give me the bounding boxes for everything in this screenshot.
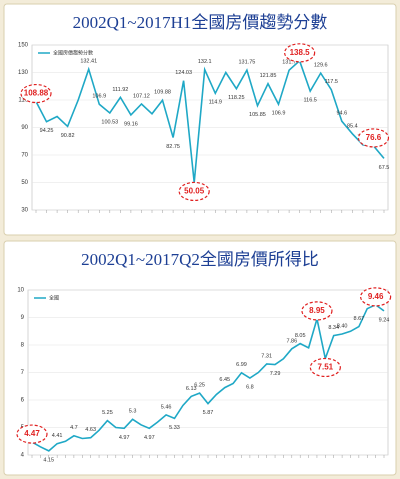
panel [3, 240, 397, 476]
data-label: 131.7 [282, 60, 296, 66]
highlight-circle [178, 181, 210, 202]
data-label: 76.6 [366, 133, 382, 142]
data-label: 4.47 [24, 429, 40, 438]
data-label: 82.75 [166, 144, 180, 150]
data-label: 5.3 [129, 409, 137, 415]
legend-label: 全國 [49, 294, 59, 301]
data-label: 117.5 [325, 79, 338, 85]
y-tick-label: 30 [21, 208, 28, 214]
data-label: 7.31 [261, 353, 272, 359]
data-label: 106.9 [92, 94, 106, 100]
data-label: 132.1 [198, 59, 212, 65]
y-tick-label: 8 [21, 343, 25, 349]
data-label: 4.15 [43, 457, 54, 463]
data-label: 124.03 [175, 70, 192, 76]
data-label: 116.5 [304, 98, 317, 104]
data-label: 7.51 [318, 363, 334, 372]
data-label: 129.6 [314, 63, 328, 69]
data-label: 106.9 [272, 111, 286, 117]
y-tick-label: 130 [18, 70, 29, 76]
data-label: 5.87 [203, 410, 214, 416]
y-tick-label: 6 [21, 398, 25, 404]
data-label: 67.5 [379, 165, 390, 171]
y-tick-label: 7 [21, 370, 25, 376]
data-label: 90.82 [61, 133, 75, 139]
data-label: 114.9 [209, 100, 222, 106]
highlight-circle [301, 301, 333, 321]
data-label: 94.25 [40, 128, 54, 134]
y-tick-label: 150 [18, 43, 29, 49]
chart-title: 2002Q1~2017H1全國房價趨勢分數 [73, 13, 328, 32]
data-label: 109.88 [154, 90, 171, 96]
data-label: 105.85 [249, 112, 266, 118]
highlight-circle [20, 83, 52, 104]
data-label: 7.86 [286, 338, 297, 344]
data-label: 121.85 [260, 73, 277, 79]
highlight-circle [284, 43, 316, 63]
data-label: 118.25 [228, 95, 244, 101]
data-label: 8.95 [309, 306, 325, 315]
data-label: 85.4 [347, 123, 358, 129]
data-label: 6.25 [194, 383, 205, 389]
data-label: 4.63 [85, 427, 96, 433]
data-label: 132.41 [80, 59, 97, 65]
data-label: 50.05 [184, 187, 205, 196]
data-label: 9.46 [368, 292, 384, 301]
data-label: 94.6 [336, 111, 347, 117]
data-label: 7.29 [270, 371, 281, 377]
data-line [35, 59, 385, 183]
highlight-circle [360, 287, 392, 307]
data-label: 138.5 [290, 48, 311, 57]
data-label: 8.40 [337, 323, 348, 329]
y-tick-label: 10 [17, 288, 24, 294]
data-label: 4.97 [119, 435, 130, 441]
data-label: 4.97 [144, 435, 155, 441]
data-label: 5.25 [102, 410, 113, 416]
data-label: 131.75 [238, 60, 255, 66]
data-label: 6.99 [236, 362, 247, 368]
data-label: 111.92 [112, 87, 128, 93]
data-label: 8.05 [295, 333, 306, 339]
data-label: 99.16 [124, 121, 138, 127]
y-tick-label: 9 [21, 315, 25, 321]
data-label: 108.88 [24, 89, 49, 98]
data-label: 4.7 [70, 425, 78, 431]
data-label: 9.24 [379, 317, 390, 323]
data-label: 8.34 [328, 325, 339, 331]
y-tick-label: 4 [21, 453, 25, 459]
legend-label: 全國房價趨勢分數 [53, 49, 93, 56]
data-label: 5.46 [161, 404, 172, 410]
y-tick-label: 70 [21, 153, 28, 159]
data-label: 107.12 [133, 93, 150, 99]
highlight-circle [309, 357, 341, 378]
highlight-circle [16, 424, 48, 444]
data-label: 5.33 [169, 425, 180, 431]
y-tick-label: 110 [18, 98, 28, 104]
data-label: 6.13 [186, 386, 197, 392]
highlight-circle [357, 128, 390, 148]
data-label: 4.41 [52, 433, 63, 439]
y-tick-label: 50 [21, 180, 28, 186]
data-label: 8.67 [353, 316, 364, 322]
data-label: 6.45 [219, 377, 230, 383]
data-label: 6.8 [246, 384, 254, 390]
chart-title: 2002Q1~2017Q2全國房價所得比 [81, 250, 319, 269]
data-label: 100.53 [101, 119, 118, 125]
y-tick-label: 90 [21, 125, 28, 131]
